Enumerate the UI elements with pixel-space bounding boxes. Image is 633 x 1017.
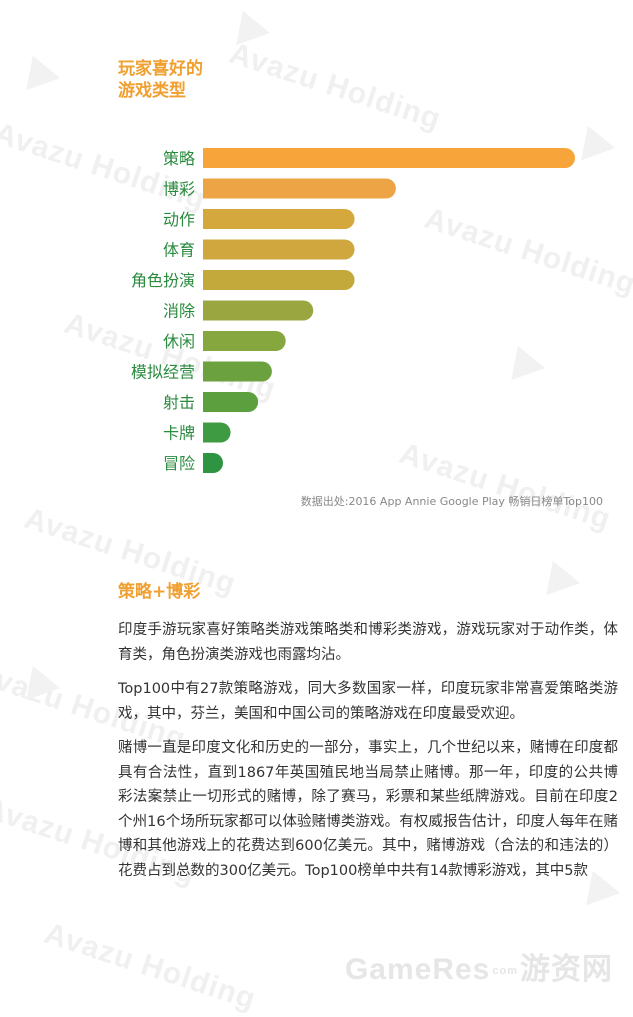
category-label: 体育 <box>163 241 195 260</box>
category-label: 休闲 <box>163 332 195 351</box>
paragraph: 赌博一直是印度文化和历史的一部分，事实上，几个世纪以来，赌博在印度都具有合法性，… <box>118 740 618 879</box>
logo-sub: com <box>492 965 518 978</box>
category-label: 冒险 <box>163 454 195 473</box>
bar-模拟经营 <box>203 361 272 382</box>
bar-角色扮演 <box>203 270 355 290</box>
logo-brand: GameRes <box>344 953 491 986</box>
category-label: 卡牌 <box>163 424 195 443</box>
category-label: 动作 <box>163 210 195 229</box>
watermark-logo-icon <box>15 49 61 91</box>
bar-消除 <box>203 300 314 321</box>
chart-title-line: 玩家喜好的 <box>118 59 203 79</box>
section-title: 策略+博彩 <box>118 582 201 602</box>
watermark-logo-icon <box>225 4 271 46</box>
gameres-logo: GameRes com游资网 <box>345 944 613 988</box>
bar-休闲 <box>203 331 286 351</box>
paragraph: 印度手游玩家喜好策略类游戏策略类和博彩类游戏，游戏玩家对于动作类，体育类，角色扮… <box>118 622 618 663</box>
category-label: 策略 <box>163 149 195 168</box>
data-source-note: 数据出处:2016 App Annie Google Play 畅销日榜单Top… <box>300 495 603 508</box>
bar-策略 <box>203 148 575 168</box>
logo-cn: 游资网 <box>520 953 613 986</box>
article-body: 印度手游玩家喜好策略类游戏策略类和博彩类游戏，游戏玩家对于动作类，体育类，角色扮… <box>118 618 618 893</box>
bar-博彩 <box>203 178 396 199</box>
category-label: 模拟经营 <box>131 363 195 382</box>
category-label: 射击 <box>163 393 195 412</box>
category-label: 消除 <box>163 302 195 321</box>
bar-动作 <box>203 209 355 229</box>
watermark: Avazu Holding <box>40 916 261 1017</box>
category-label: 博彩 <box>163 180 195 199</box>
bar-卡牌 <box>203 422 231 443</box>
category-label: 角色扮演 <box>131 271 195 290</box>
bar-射击 <box>203 392 259 412</box>
bar-冒险 <box>203 453 223 473</box>
watermark-logo-icon <box>535 554 581 596</box>
paragraph: Top100中有27款策略游戏，同大多数国家一样，印度玩家非常喜爱策略类游戏，其… <box>118 681 618 722</box>
chart-title: 玩家喜好的 游戏类型 <box>118 58 318 102</box>
chart-title-line: 游戏类型 <box>118 81 186 101</box>
bar-体育 <box>203 239 355 260</box>
